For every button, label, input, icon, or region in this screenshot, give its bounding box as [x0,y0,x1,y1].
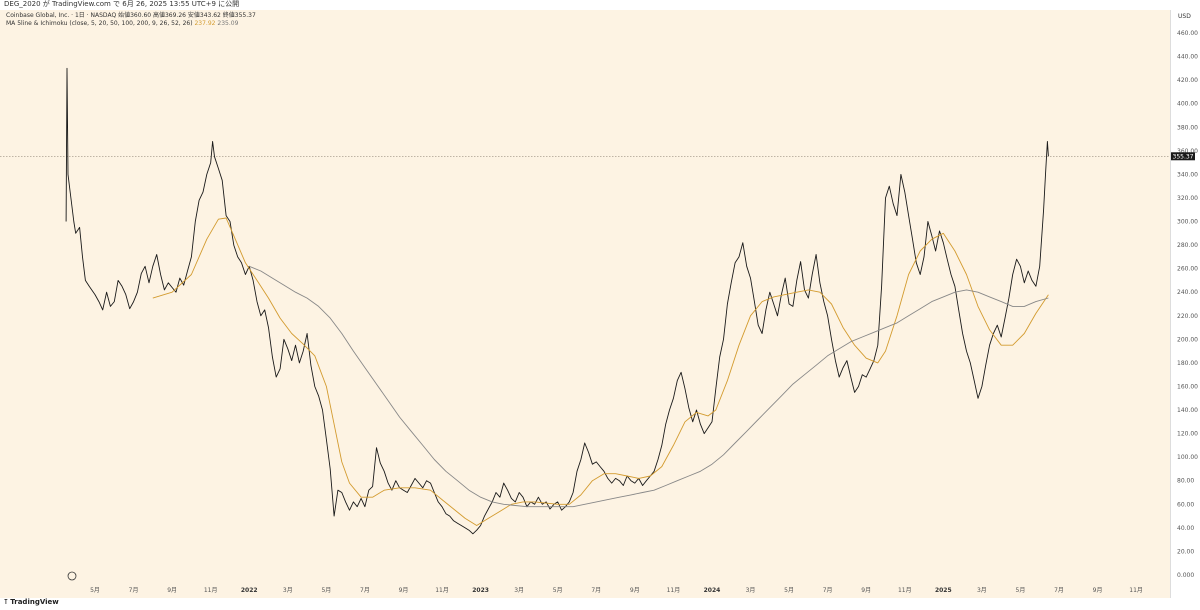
y-tick-label: 280.00 [1177,242,1198,249]
tradingview-logo: ⊺ TradingView [4,598,59,606]
x-tick-label: 5月 [553,587,563,594]
y-tick-label: 20.00 [1177,548,1194,555]
tv-logo-icon: ⊺ [4,598,8,606]
x-tick-label: 11月 [435,587,449,594]
x-tick-label: 9月 [630,587,640,594]
x-tick-label: 7月 [823,587,833,594]
x-tick-label: 5月 [90,587,100,594]
tv-brand-text: TradingView [10,598,59,606]
last-price-badge [1171,152,1195,161]
y-tick-label: 240.00 [1177,289,1198,296]
y-tick-label: 380.00 [1177,124,1198,131]
price-axis[interactable] [1170,10,1200,598]
y-tick-label: 60.00 [1177,501,1194,508]
legend: Coinbase Global, Inc. · 1日 · NASDAQ 始値36… [6,12,256,28]
y-tick-label: 160.00 [1177,383,1198,390]
attribution-text: DEG_2020 が TradingView.com で 6月 26, 2025… [4,0,240,8]
x-tick-label: 3月 [746,587,756,594]
x-tick-label: 2024 [704,587,721,594]
y-tick-label: 180.00 [1177,360,1198,367]
x-tick-label: 7月 [591,587,601,594]
y-tick-label: 40.00 [1177,525,1194,532]
y-tick-label: 400.00 [1177,101,1198,108]
drawing-tool-icon[interactable] [67,571,77,581]
series-ma_short-line [152,217,1049,526]
x-tick-label: 9月 [1093,587,1103,594]
legend-indicator-line: MA 5line & Ichimoku (close, 5, 20, 50, 1… [6,20,256,28]
x-tick-label: 9月 [167,587,177,594]
x-tick-label: 11月 [667,587,681,594]
legend-indicator-name: MA 5line & Ichimoku (close, 5, 20, 50, 1… [6,20,193,27]
y-tick-label: 260.00 [1177,266,1198,273]
y-tick-label: 440.00 [1177,54,1198,61]
y-tick-label: 320.00 [1177,195,1198,202]
y-tick-label: 80.00 [1177,478,1194,485]
x-tick-label: 11月 [1129,587,1143,594]
x-tick-label: 5月 [321,587,331,594]
y-tick-label: 200.00 [1177,336,1198,343]
x-tick-label: 3月 [977,587,987,594]
y-tick-label: 120.00 [1177,431,1198,438]
y-tick-label: 220.00 [1177,313,1198,320]
x-tick-label: 3月 [283,587,293,594]
footer-bar: ⊺ TradingView [0,598,1200,610]
y-tick-label: 460.00 [1177,30,1198,37]
y-tick-label: 420.00 [1177,77,1198,84]
y-tick-label: 300.00 [1177,219,1198,226]
legend-ma-value-1: 237.92 [194,20,216,27]
x-tick-label: 3月 [514,587,524,594]
x-tick-label: 7月 [129,587,139,594]
x-tick-label: 5月 [784,587,794,594]
attribution-bar: DEG_2020 が TradingView.com で 6月 26, 2025… [0,0,1200,10]
x-tick-label: 2025 [935,587,952,594]
x-tick-label: 9月 [861,587,871,594]
x-tick-label: 7月 [360,587,370,594]
y-tick-label: 140.00 [1177,407,1198,414]
last-price-label: 355.37 [1173,153,1194,160]
y-tick-label: 340.00 [1177,171,1198,178]
currency-label: USD [1178,13,1191,20]
y-tick-label: 0.000 [1177,572,1194,579]
x-tick-label: 5月 [1016,587,1026,594]
series-ma_long-line [249,265,1049,508]
x-tick-label: 2022 [241,587,258,594]
chart-area[interactable] [0,10,1200,598]
y-tick-label: 100.00 [1177,454,1198,461]
legend-ma-value-2: 235.09 [217,20,239,27]
x-tick-label: 9月 [399,587,409,594]
x-tick-label: 2023 [472,587,489,594]
x-tick-label: 7月 [1054,587,1064,594]
x-tick-label: 11月 [204,587,218,594]
x-tick-label: 11月 [898,587,912,594]
y-tick-label: 360.00 [1177,148,1198,155]
legend-symbol-line: Coinbase Global, Inc. · 1日 · NASDAQ 始値36… [6,12,256,19]
